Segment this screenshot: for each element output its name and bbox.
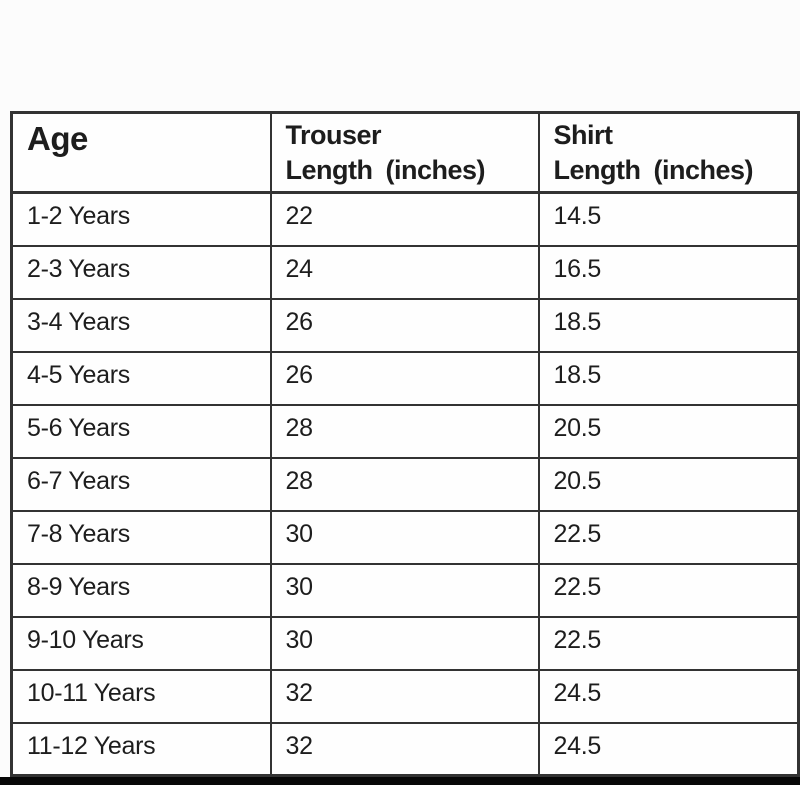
table-row: 4-5 Years 26 18.5 xyxy=(10,350,800,406)
trouser-length-cell: 28 xyxy=(269,403,540,459)
trouser-length-cell: 30 xyxy=(269,509,540,565)
shirt-length-cell: 20.5 xyxy=(537,403,800,459)
age-cell: 5-6 Years xyxy=(10,403,272,459)
table-row: 5-6 Years 28 20.5 xyxy=(10,403,800,459)
table-row: 8-9 Years 30 22.5 xyxy=(10,562,800,618)
table-row: 2-3 Years 24 16.5 xyxy=(10,244,800,300)
table-row: 3-4 Years 26 18.5 xyxy=(10,297,800,353)
trouser-length-cell: 30 xyxy=(269,562,540,618)
age-cell: 7-8 Years xyxy=(10,509,272,565)
table-row: 9-10 Years 30 22.5 xyxy=(10,615,800,671)
shirt-length-cell: 22.5 xyxy=(537,615,800,671)
trouser-length-column-sublabel: Length (inches) xyxy=(285,155,486,185)
age-cell: 2-3 Years xyxy=(10,244,272,300)
age-cell: 10-11 Years xyxy=(10,668,272,724)
table-row: 1-2 Years 22 14.5 xyxy=(10,191,800,247)
trouser-length-cell: 32 xyxy=(269,668,540,724)
trouser-length-cell: 30 xyxy=(269,615,540,671)
shirt-length-column-sublabel: Length (inches) xyxy=(553,155,754,185)
trouser-length-cell: 32 xyxy=(269,721,540,777)
trouser-length-column-label: Trouser xyxy=(285,120,382,150)
shirt-length-column-header: Shirt Length (inches) xyxy=(537,111,800,194)
age-cell: 4-5 Years xyxy=(10,350,272,406)
size-table-body: 1-2 Years 22 14.5 2-3 Years 24 16.5 3-4 Years 2… xyxy=(10,191,800,777)
shirt-length-cell: 24.5 xyxy=(537,668,800,724)
table-row: 11-12 Years 32 24.5 xyxy=(10,721,800,777)
shirt-length-cell: 22.5 xyxy=(537,509,800,565)
age-column-header: Age xyxy=(10,111,272,194)
shirt-length-cell: 22.5 xyxy=(537,562,800,618)
trouser-length-cell: 24 xyxy=(269,244,540,300)
shirt-length-cell: 20.5 xyxy=(537,456,800,512)
bottom-black-bar xyxy=(0,777,800,785)
trouser-length-cell: 28 xyxy=(269,456,540,512)
shirt-length-cell: 16.5 xyxy=(537,244,800,300)
age-cell: 3-4 Years xyxy=(10,297,272,353)
trouser-length-cell: 22 xyxy=(269,191,540,247)
shirt-length-cell: 18.5 xyxy=(537,297,800,353)
trouser-length-cell: 26 xyxy=(269,297,540,353)
age-cell: 6-7 Years xyxy=(10,456,272,512)
age-cell: 11-12 Years xyxy=(10,721,272,777)
age-column-label: Age xyxy=(27,120,88,157)
table-row: 6-7 Years 28 20.5 xyxy=(10,456,800,512)
shirt-length-cell: 14.5 xyxy=(537,191,800,247)
age-cell: 8-9 Years xyxy=(10,562,272,618)
table-row: 7-8 Years 30 22.5 xyxy=(10,509,800,565)
table-row: 10-11 Years 32 24.5 xyxy=(10,668,800,724)
shirt-length-cell: 24.5 xyxy=(537,721,800,777)
shirt-length-cell: 18.5 xyxy=(537,350,800,406)
size-chart-table: Age Trouser Length (inches) Shirt Length… xyxy=(10,111,800,777)
trouser-length-cell: 26 xyxy=(269,350,540,406)
age-cell: 9-10 Years xyxy=(10,615,272,671)
shirt-length-column-label: Shirt xyxy=(553,120,614,150)
trouser-length-column-header: Trouser Length (inches) xyxy=(269,111,540,194)
age-cell: 1-2 Years xyxy=(10,191,272,247)
size-table-header: Age Trouser Length (inches) Shirt Length… xyxy=(10,111,800,194)
header-row: Age Trouser Length (inches) Shirt Length… xyxy=(10,111,800,194)
